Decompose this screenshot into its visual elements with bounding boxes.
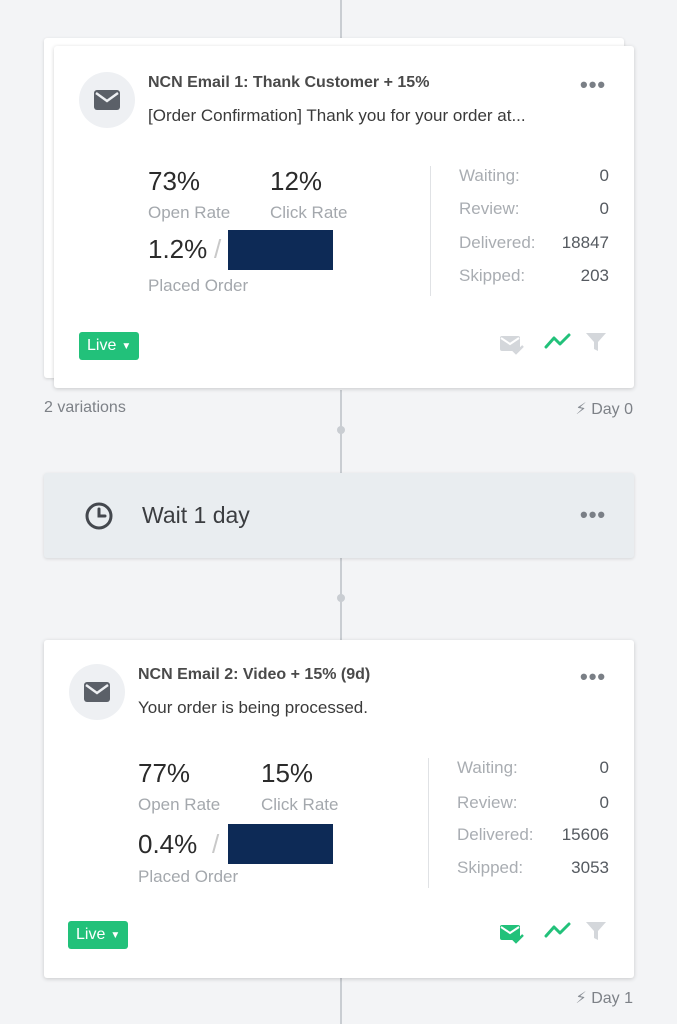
click-rate-value: 15% xyxy=(261,758,314,788)
open-rate-label: Open Rate xyxy=(148,203,231,222)
day-indicator: ⚡ Day 0 xyxy=(576,399,633,419)
click-rate-label: Click Rate xyxy=(270,203,348,222)
email-icon-circle xyxy=(69,664,125,720)
filter-icon[interactable] xyxy=(585,920,607,942)
stat-review-label: Review: xyxy=(459,199,520,218)
stat-waiting-label: Waiting: xyxy=(457,758,518,777)
connector-dot xyxy=(337,594,345,602)
stat-skipped-value: 203 xyxy=(580,266,609,285)
clock-icon xyxy=(85,502,113,530)
status-label: Live xyxy=(76,926,106,943)
stat-skipped-label: Skipped: xyxy=(459,266,526,285)
connector-dot xyxy=(337,426,345,434)
stats-divider xyxy=(428,758,429,888)
more-options-button[interactable]: ••• xyxy=(580,502,607,527)
stat-skipped-value: 3053 xyxy=(571,858,609,877)
envelope-icon xyxy=(94,90,120,110)
email-subject: [Order Confirmation] Thank you for your … xyxy=(148,106,526,125)
status-live-dropdown[interactable]: Live ▼ xyxy=(79,332,140,360)
stat-delivered-label: Delivered: xyxy=(459,233,536,252)
trend-icon[interactable] xyxy=(544,920,572,940)
placed-order-label: Placed Order xyxy=(148,276,249,295)
more-options-button[interactable]: ••• xyxy=(580,664,607,689)
email-card-1[interactable]: NCN Email 1: Thank Customer + 15% ••• [O… xyxy=(54,46,634,388)
wait-label: Wait 1 day xyxy=(142,502,250,528)
open-rate-label: Open Rate xyxy=(138,795,221,814)
lightning-icon: ⚡ xyxy=(575,401,587,418)
stat-review-label: Review: xyxy=(457,793,518,812)
more-options-button[interactable]: ••• xyxy=(580,72,607,97)
redacted-revenue xyxy=(228,230,333,270)
day-label: Day 1 xyxy=(591,990,633,1007)
value-separator: / xyxy=(214,234,222,264)
stat-delivered-value: 18847 xyxy=(561,233,609,252)
email-title[interactable]: NCN Email 1: Thank Customer + 15% xyxy=(148,74,430,91)
connector-line xyxy=(340,978,342,1024)
stat-delivered-label: Delivered: xyxy=(457,825,534,844)
trend-icon[interactable] xyxy=(544,331,572,351)
stat-review-value: 0 xyxy=(599,199,609,218)
wait-step[interactable]: Wait 1 day ••• xyxy=(44,473,634,558)
email-card-2[interactable]: NCN Email 2: Video + 15% (9d) ••• Your o… xyxy=(44,640,634,978)
email-title[interactable]: NCN Email 2: Video + 15% (9d) xyxy=(138,666,371,683)
redacted-revenue xyxy=(228,824,333,864)
stat-skipped-label: Skipped: xyxy=(457,858,524,877)
connector-line xyxy=(340,0,342,38)
day-label: Day 0 xyxy=(591,401,633,418)
placed-order-label: Placed Order xyxy=(138,867,239,886)
email-subject: Your order is being processed. xyxy=(138,698,368,717)
stat-review-value: 0 xyxy=(599,793,609,812)
variations-count[interactable]: 2 variations xyxy=(44,399,126,416)
stat-waiting-value: 0 xyxy=(599,166,609,185)
review-mail-icon[interactable] xyxy=(499,923,525,945)
stat-delivered-value: 15606 xyxy=(561,825,609,844)
envelope-icon xyxy=(84,682,110,702)
open-rate-value: 77% xyxy=(138,758,191,788)
filter-icon[interactable] xyxy=(585,331,607,353)
caret-down-icon: ▼ xyxy=(110,929,121,941)
placed-order-value: 0.4% xyxy=(138,829,198,859)
click-rate-value: 12% xyxy=(270,166,323,196)
status-live-dropdown[interactable]: Live ▼ xyxy=(68,921,129,949)
email-icon-circle xyxy=(79,72,135,128)
lightning-icon: ⚡ xyxy=(575,990,587,1007)
placed-order-value: 1.2% xyxy=(148,234,208,264)
stat-waiting-label: Waiting: xyxy=(459,166,520,185)
caret-down-icon: ▼ xyxy=(121,340,132,352)
value-separator: / xyxy=(212,829,220,859)
click-rate-label: Click Rate xyxy=(261,795,339,814)
review-mail-icon[interactable] xyxy=(499,334,525,356)
open-rate-value: 73% xyxy=(148,166,201,196)
day-indicator: ⚡ Day 1 xyxy=(576,988,633,1008)
status-label: Live xyxy=(87,337,117,354)
stat-waiting-value: 0 xyxy=(599,758,609,777)
stats-divider xyxy=(430,166,431,296)
